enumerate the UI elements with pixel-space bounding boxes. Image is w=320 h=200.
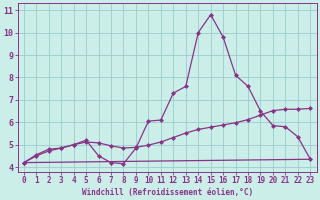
X-axis label: Windchill (Refroidissement éolien,°C): Windchill (Refroidissement éolien,°C) <box>82 188 253 197</box>
